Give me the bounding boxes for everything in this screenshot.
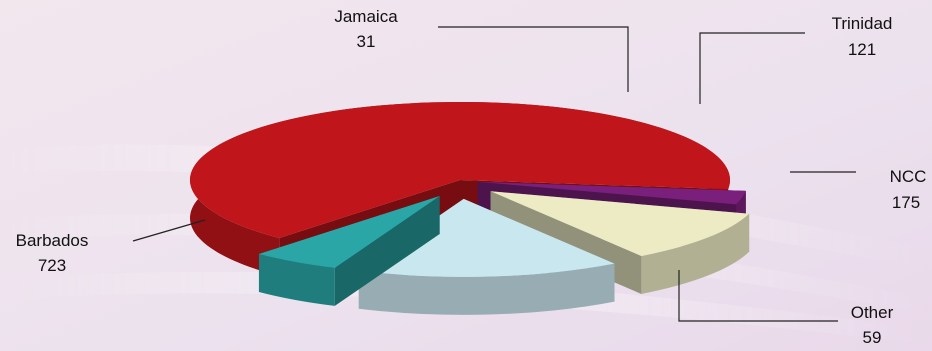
slice-other [258, 196, 440, 306]
slice-ncc-rim [358, 263, 615, 315]
leader-line-trinidad [699, 32, 805, 104]
label-name-trinidad: Trinidad [832, 14, 893, 33]
label-name-ncc: NCC [890, 167, 927, 186]
slice-trinidad-rim [641, 213, 750, 294]
slice-barbados-top [190, 102, 730, 238]
label-name-jamaica: Jamaica [334, 7, 398, 26]
slice-ncc-top [358, 198, 615, 277]
slice-other-rim [258, 254, 335, 306]
label-value-trinidad: 121 [848, 40, 876, 59]
slice-other-top [258, 196, 440, 268]
label-value-barbados: 723 [38, 256, 66, 275]
label-value-other: 59 [863, 328, 882, 347]
slice-jamaica-top [477, 181, 746, 205]
slice-trinidad-top [490, 191, 750, 256]
label-name-other: Other [851, 303, 894, 322]
slice-labels: Barbados 723 Jamaica 31 Trinidad 121 NCC… [16, 7, 927, 347]
leader-lines [132, 26, 856, 322]
slice-ncc [358, 198, 615, 315]
leader-line-jamaica [438, 26, 629, 92]
label-name-barbados: Barbados [16, 231, 89, 250]
pie-slices [190, 102, 750, 315]
leader-line-barbados [132, 219, 206, 242]
label-value-ncc: 175 [892, 193, 920, 212]
label-value-jamaica: 31 [357, 32, 376, 51]
leader-line-other [678, 270, 838, 322]
